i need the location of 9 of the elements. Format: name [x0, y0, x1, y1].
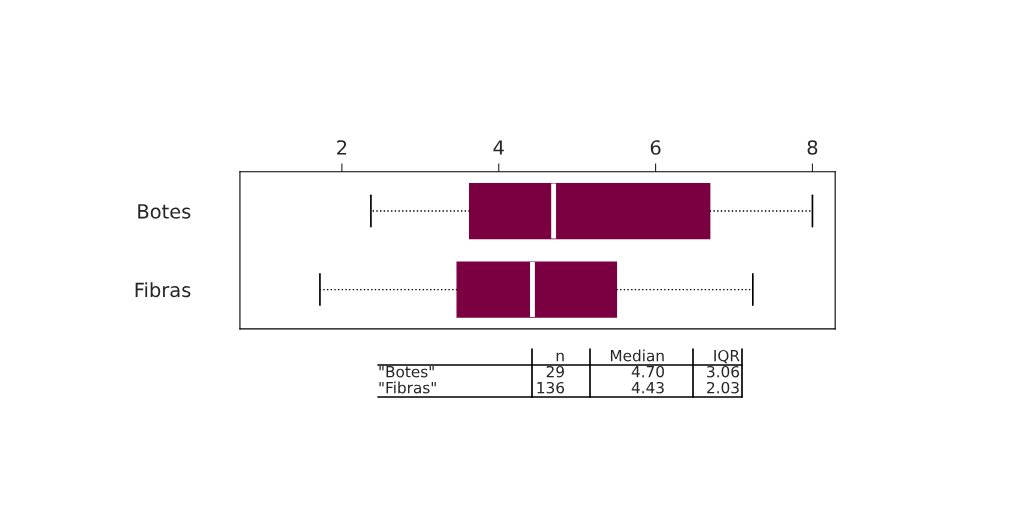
- x-tick-label: 2: [337, 140, 347, 155]
- x-tick-label: 8: [807, 140, 818, 155]
- text: n Median IQR: [556, 349, 740, 364]
- y-tick-label: Botes: [138, 204, 191, 219]
- y-tick-label: Fibras: [135, 282, 191, 298]
- x-tick-label: 4: [493, 140, 504, 155]
- x-tick-label: 6: [650, 140, 661, 155]
- text: "Botes" 29 4.70 3.06: [379, 365, 740, 378]
- text: "Fibras" 136 4.43 2.03: [379, 381, 739, 394]
